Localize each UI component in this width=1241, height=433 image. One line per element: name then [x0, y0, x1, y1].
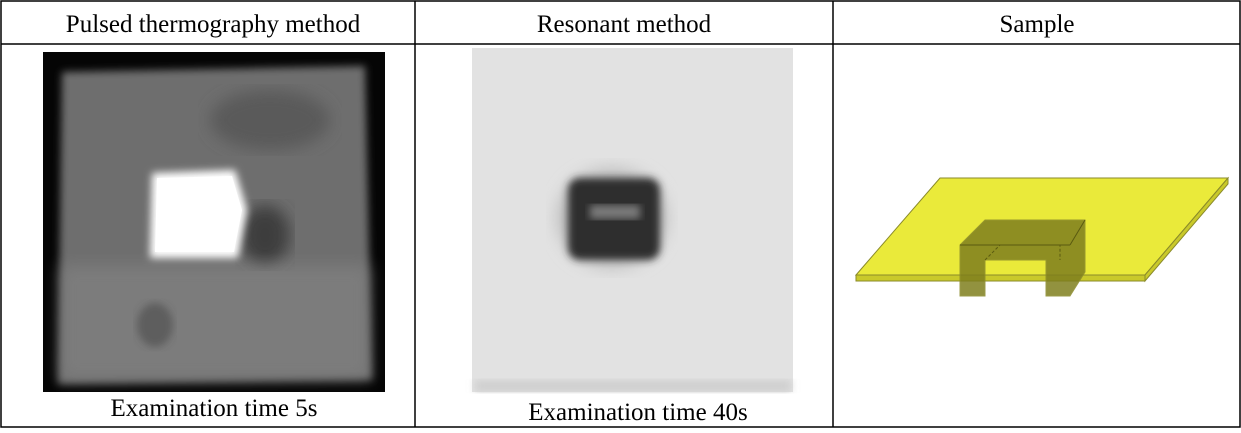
sample-diagram	[856, 178, 1228, 296]
caption: Examination time 5s	[111, 395, 318, 422]
figure-table: Pulsed thermography method Resonant meth…	[0, 0, 1241, 428]
page: {"table": {"headers": ["Pulsed thermogra…	[0, 0, 1241, 428]
column-header: Sample	[1000, 11, 1075, 38]
resonant-image	[472, 48, 793, 392]
thermography-image	[43, 52, 385, 392]
column-header: Resonant method	[537, 11, 712, 38]
column-header: Pulsed thermography method	[66, 11, 361, 38]
caption: Examination time 40s	[528, 399, 747, 426]
